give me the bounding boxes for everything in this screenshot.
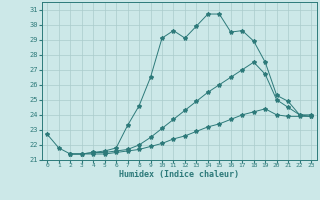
X-axis label: Humidex (Indice chaleur): Humidex (Indice chaleur)	[119, 170, 239, 179]
